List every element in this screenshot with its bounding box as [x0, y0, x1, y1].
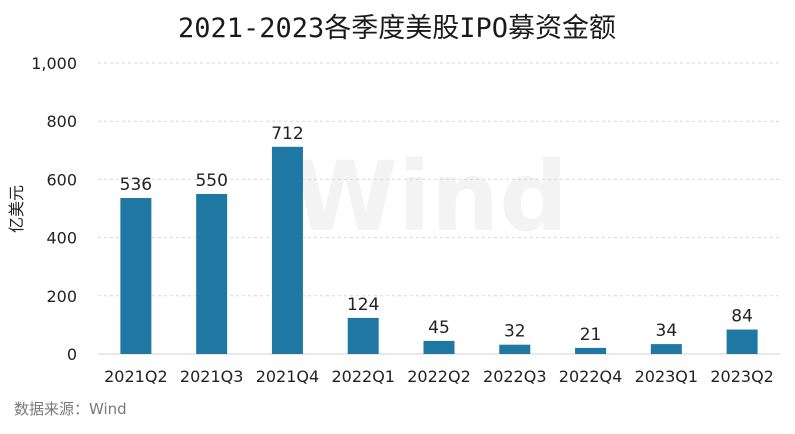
x-tick-label: 2021Q2	[104, 367, 168, 386]
bar-2023Q1	[650, 344, 682, 354]
bar-2021Q2	[120, 198, 152, 354]
x-axis-ticks: 2021Q2 2021Q3 2021Q4 2022Q1 2022Q2 2022Q3 2022…	[104, 367, 774, 386]
bar-2022Q1	[347, 317, 379, 354]
y-axis-ticks: 0 200 400 600 800 1,000	[31, 54, 77, 364]
bar-2021Q3	[196, 193, 228, 354]
data-label: 34	[656, 321, 678, 341]
y-tick-label: 1,000	[31, 54, 77, 73]
x-tick-label: 2021Q4	[256, 367, 320, 386]
bar-2023Q2	[726, 329, 758, 354]
y-tick-label: 200	[46, 287, 77, 306]
data-label: 45	[428, 318, 450, 338]
x-tick-label: 2021Q3	[180, 367, 244, 386]
data-label: 32	[504, 322, 526, 342]
watermark-text: Wind	[292, 141, 568, 253]
x-tick-label: 2022Q1	[331, 367, 395, 386]
chart-title: 2021-2023各季度美股IPO募资金额	[178, 13, 616, 44]
data-label: 712	[271, 124, 303, 144]
y-axis-label: 亿美元	[7, 185, 26, 233]
data-label: 550	[195, 171, 227, 191]
bar-2022Q3	[499, 344, 531, 354]
x-tick-label: 2022Q2	[407, 367, 471, 386]
data-label: 124	[347, 295, 379, 315]
bar-2021Q4	[271, 146, 303, 354]
data-label: 21	[580, 325, 602, 345]
x-tick-label: 2023Q1	[635, 367, 699, 386]
source-note: 数据来源：Wind	[14, 400, 127, 418]
x-tick-label: 2022Q3	[483, 367, 547, 386]
x-tick-label: 2023Q2	[710, 367, 774, 386]
bars: 536 550 712 124 45 32 21 34 84	[120, 124, 758, 354]
y-tick-label: 0	[67, 345, 77, 364]
bar-2022Q2	[423, 340, 455, 354]
y-tick-label: 400	[46, 229, 77, 248]
bar-2022Q4	[575, 347, 607, 354]
y-tick-label: 800	[46, 112, 77, 131]
y-tick-label: 600	[46, 170, 77, 189]
data-label: 536	[120, 175, 152, 195]
data-label: 84	[731, 307, 753, 327]
x-tick-label: 2022Q4	[559, 367, 623, 386]
